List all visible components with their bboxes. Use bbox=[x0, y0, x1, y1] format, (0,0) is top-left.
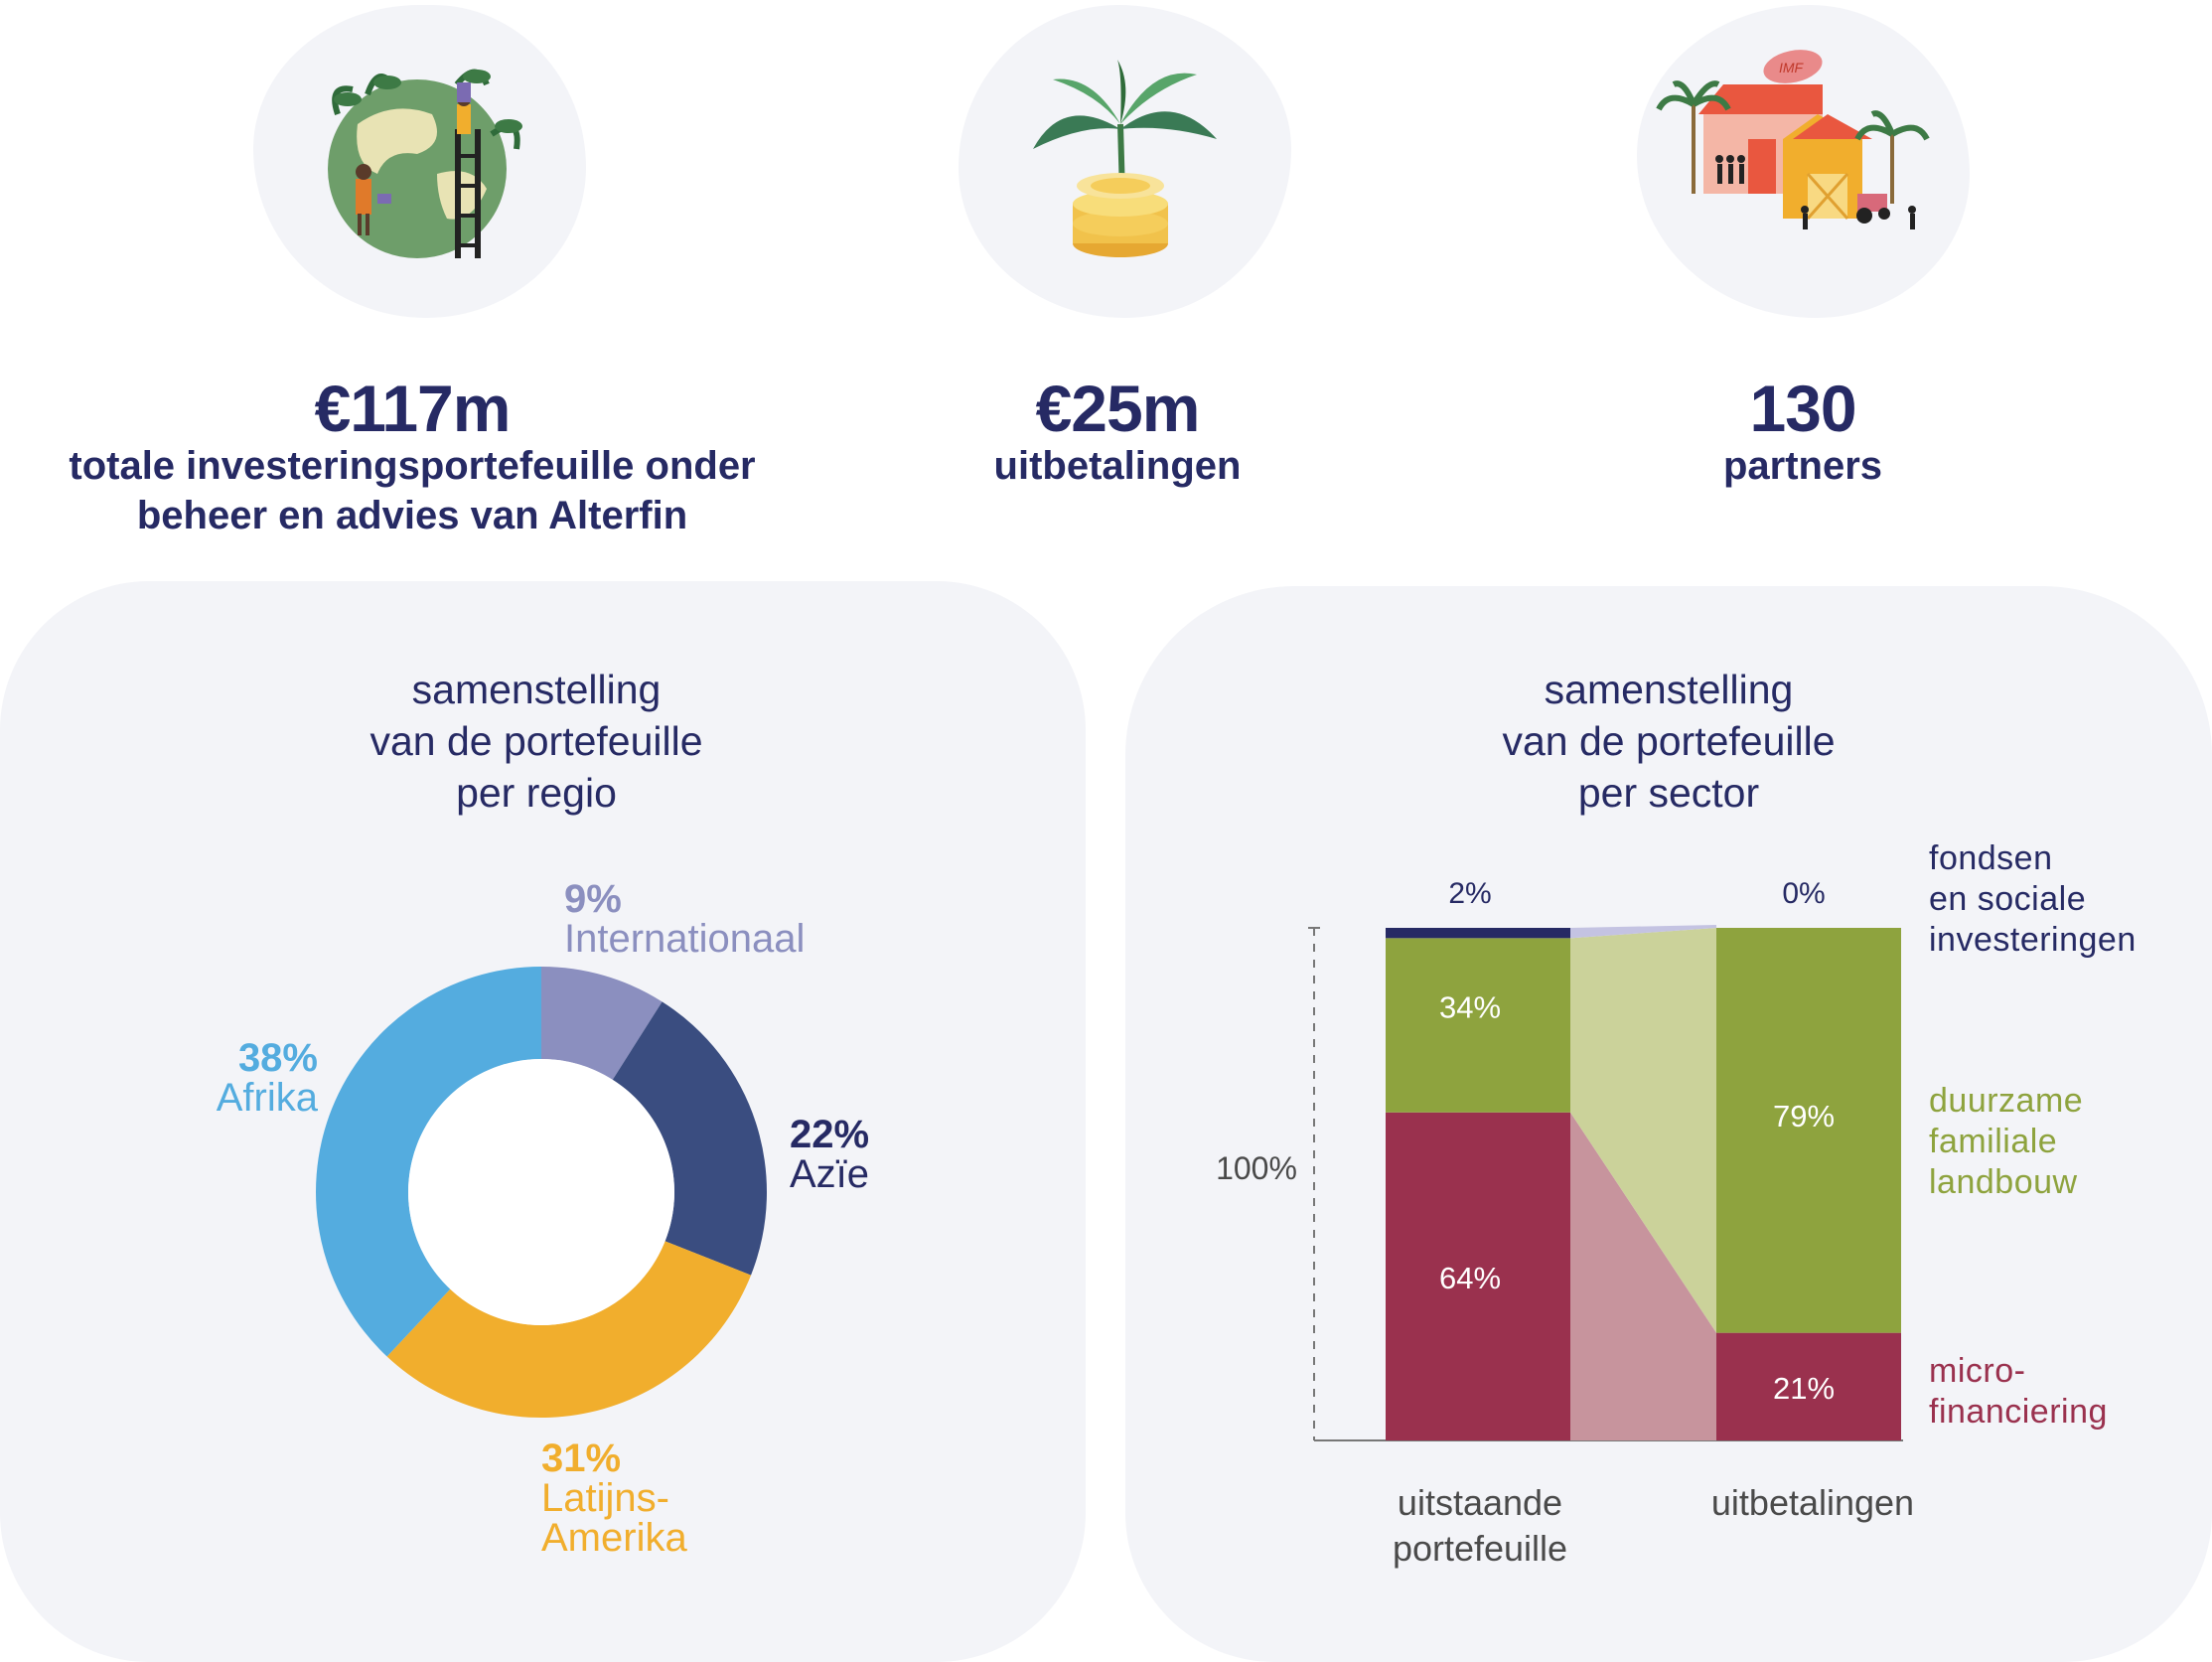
sector-title-line-2: van de portefeuille bbox=[1502, 718, 1836, 764]
icon-background-2 bbox=[959, 5, 1291, 318]
stat-disbursements-label: uitbetalingen bbox=[993, 444, 1242, 488]
donut-label-internationaal-pct: 9% bbox=[564, 877, 622, 921]
donut-label-latijns-amerika: 31% Latijns- Amerika bbox=[541, 1438, 687, 1558]
donut-label-afrika: 38% Afrika bbox=[119, 1038, 318, 1118]
legend-micro-line1: micro- bbox=[1929, 1352, 2026, 1390]
category-label-portfolio: uitstaande portefeuille bbox=[1321, 1480, 1639, 1572]
legend-landbouw: duurzame familiale landbouw bbox=[1929, 1081, 2083, 1203]
plant-coins-icon bbox=[1023, 55, 1232, 268]
donut-label-azie-pct: 22% bbox=[790, 1113, 870, 1156]
region-title-line-2: van de portefeuille bbox=[369, 718, 703, 764]
y-axis-label: 100% bbox=[1216, 1150, 1297, 1186]
stat-portfolio-line2: beheer en advies van Alterfin bbox=[136, 494, 688, 537]
region-title-line-1: samenstelling bbox=[411, 667, 662, 712]
region-title-line-3: per regio bbox=[456, 770, 617, 816]
legend-landbouw-line1: duurzame bbox=[1929, 1082, 2084, 1120]
sector-title-line-1: samenstelling bbox=[1544, 667, 1794, 712]
stat-disbursements-value: €25m bbox=[1035, 372, 1201, 445]
category-label-portfolio-line1: uitstaande bbox=[1397, 1482, 1563, 1523]
stat-partners-value: 130 bbox=[1749, 372, 1856, 445]
donut-label-latam-name: Latijns- Amerika bbox=[541, 1476, 687, 1560]
legend-fondsen: fondsen en sociale investeringen bbox=[1929, 838, 2137, 961]
donut-label-afrika-pct: 38% bbox=[237, 1036, 318, 1080]
donut-label-latam-pct: 31% bbox=[541, 1436, 622, 1480]
donut-label-internationaal: 9% Internationaal bbox=[564, 879, 805, 959]
donut-label-internationaal-name: Internationaal bbox=[564, 917, 806, 961]
stat-portfolio-line1: totale investeringsportefeuille onder bbox=[69, 444, 756, 488]
stat-portfolio: €117m totale investeringsportefeuille on… bbox=[0, 376, 824, 540]
legend-landbouw-line2: familiale bbox=[1929, 1123, 2058, 1160]
imf-text: IMF bbox=[1779, 60, 1805, 76]
donut-label-afrika-name: Afrika bbox=[216, 1076, 318, 1120]
donut-label-azie: 22% Azïe bbox=[790, 1115, 869, 1194]
stat-partners: 130 partners bbox=[1559, 376, 2046, 491]
region-chart-title: samenstelling van de portefeuille per re… bbox=[238, 664, 834, 819]
stat-disbursements: €25m uitbetalingen bbox=[874, 376, 1361, 491]
stat-portfolio-value: €117m bbox=[314, 372, 512, 445]
stat-partners-label: partners bbox=[1722, 444, 1883, 488]
legend-fondsen-line2: en sociale bbox=[1929, 880, 2087, 918]
globe-people-plants-icon bbox=[298, 55, 536, 273]
category-label-disbursements-line1: uitbetalingen bbox=[1710, 1482, 1915, 1523]
legend-landbouw-line3: landbouw bbox=[1929, 1163, 2078, 1201]
category-label-portfolio-line2: portefeuille bbox=[1392, 1528, 1568, 1569]
sector-chart-title: samenstelling van de portefeuille per se… bbox=[1371, 664, 1967, 819]
legend-fondsen-line3: investeringen bbox=[1929, 921, 2137, 959]
legend-microfinanciering: micro- financiering bbox=[1929, 1351, 2108, 1433]
donut-label-azie-name: Azïe bbox=[790, 1152, 870, 1196]
category-label-disbursements: uitbetalingen bbox=[1654, 1480, 1972, 1526]
legend-fondsen-line1: fondsen bbox=[1929, 839, 2053, 877]
legend-micro-line2: financiering bbox=[1929, 1393, 2108, 1431]
sector-title-line-3: per sector bbox=[1577, 770, 1760, 816]
buildings-farm-icon: IMF bbox=[1654, 45, 1932, 258]
